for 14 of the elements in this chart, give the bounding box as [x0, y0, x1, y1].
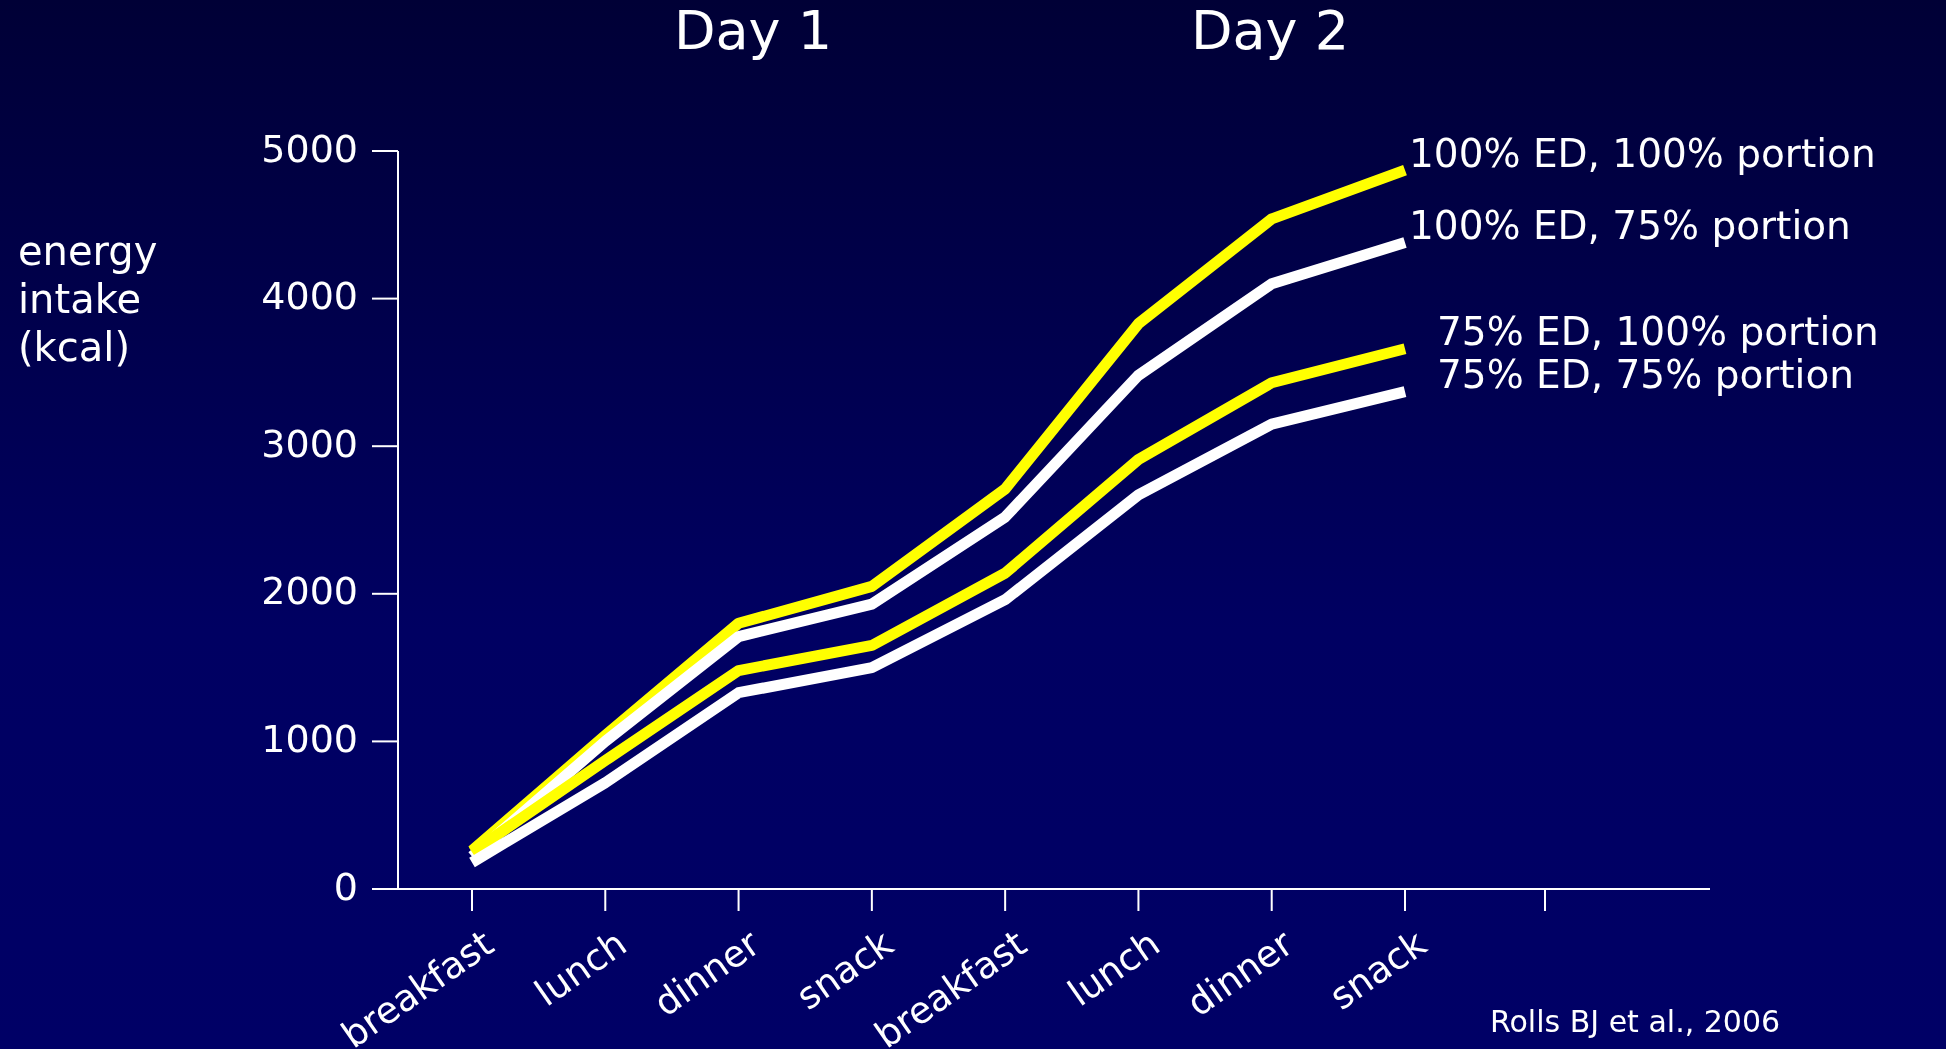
y-tick-label: 2000: [261, 569, 358, 614]
y-tick-label: 3000: [261, 421, 358, 466]
text: Rolls BJ et al., 2006: [1490, 1004, 1781, 1039]
y-tick-label: 5000: [261, 126, 358, 171]
chart-subtitle: Day 2: [1190, 0, 1350, 62]
series-label: 75% ED, 100% portion: [1437, 309, 1879, 355]
y-tick-label: 4000: [261, 274, 358, 319]
chart-title: Day 1: [673, 0, 833, 62]
series-label: 100% ED, 100% portion: [1409, 130, 1876, 176]
series-label: 100% ED, 75% portion: [1409, 203, 1851, 249]
y-tick-label: 0: [333, 864, 358, 909]
series-label: 75% ED, 75% portion: [1437, 352, 1854, 398]
y-axis-title: energy intake (kcal): [18, 228, 158, 370]
y-tick-label: 1000: [261, 716, 358, 761]
